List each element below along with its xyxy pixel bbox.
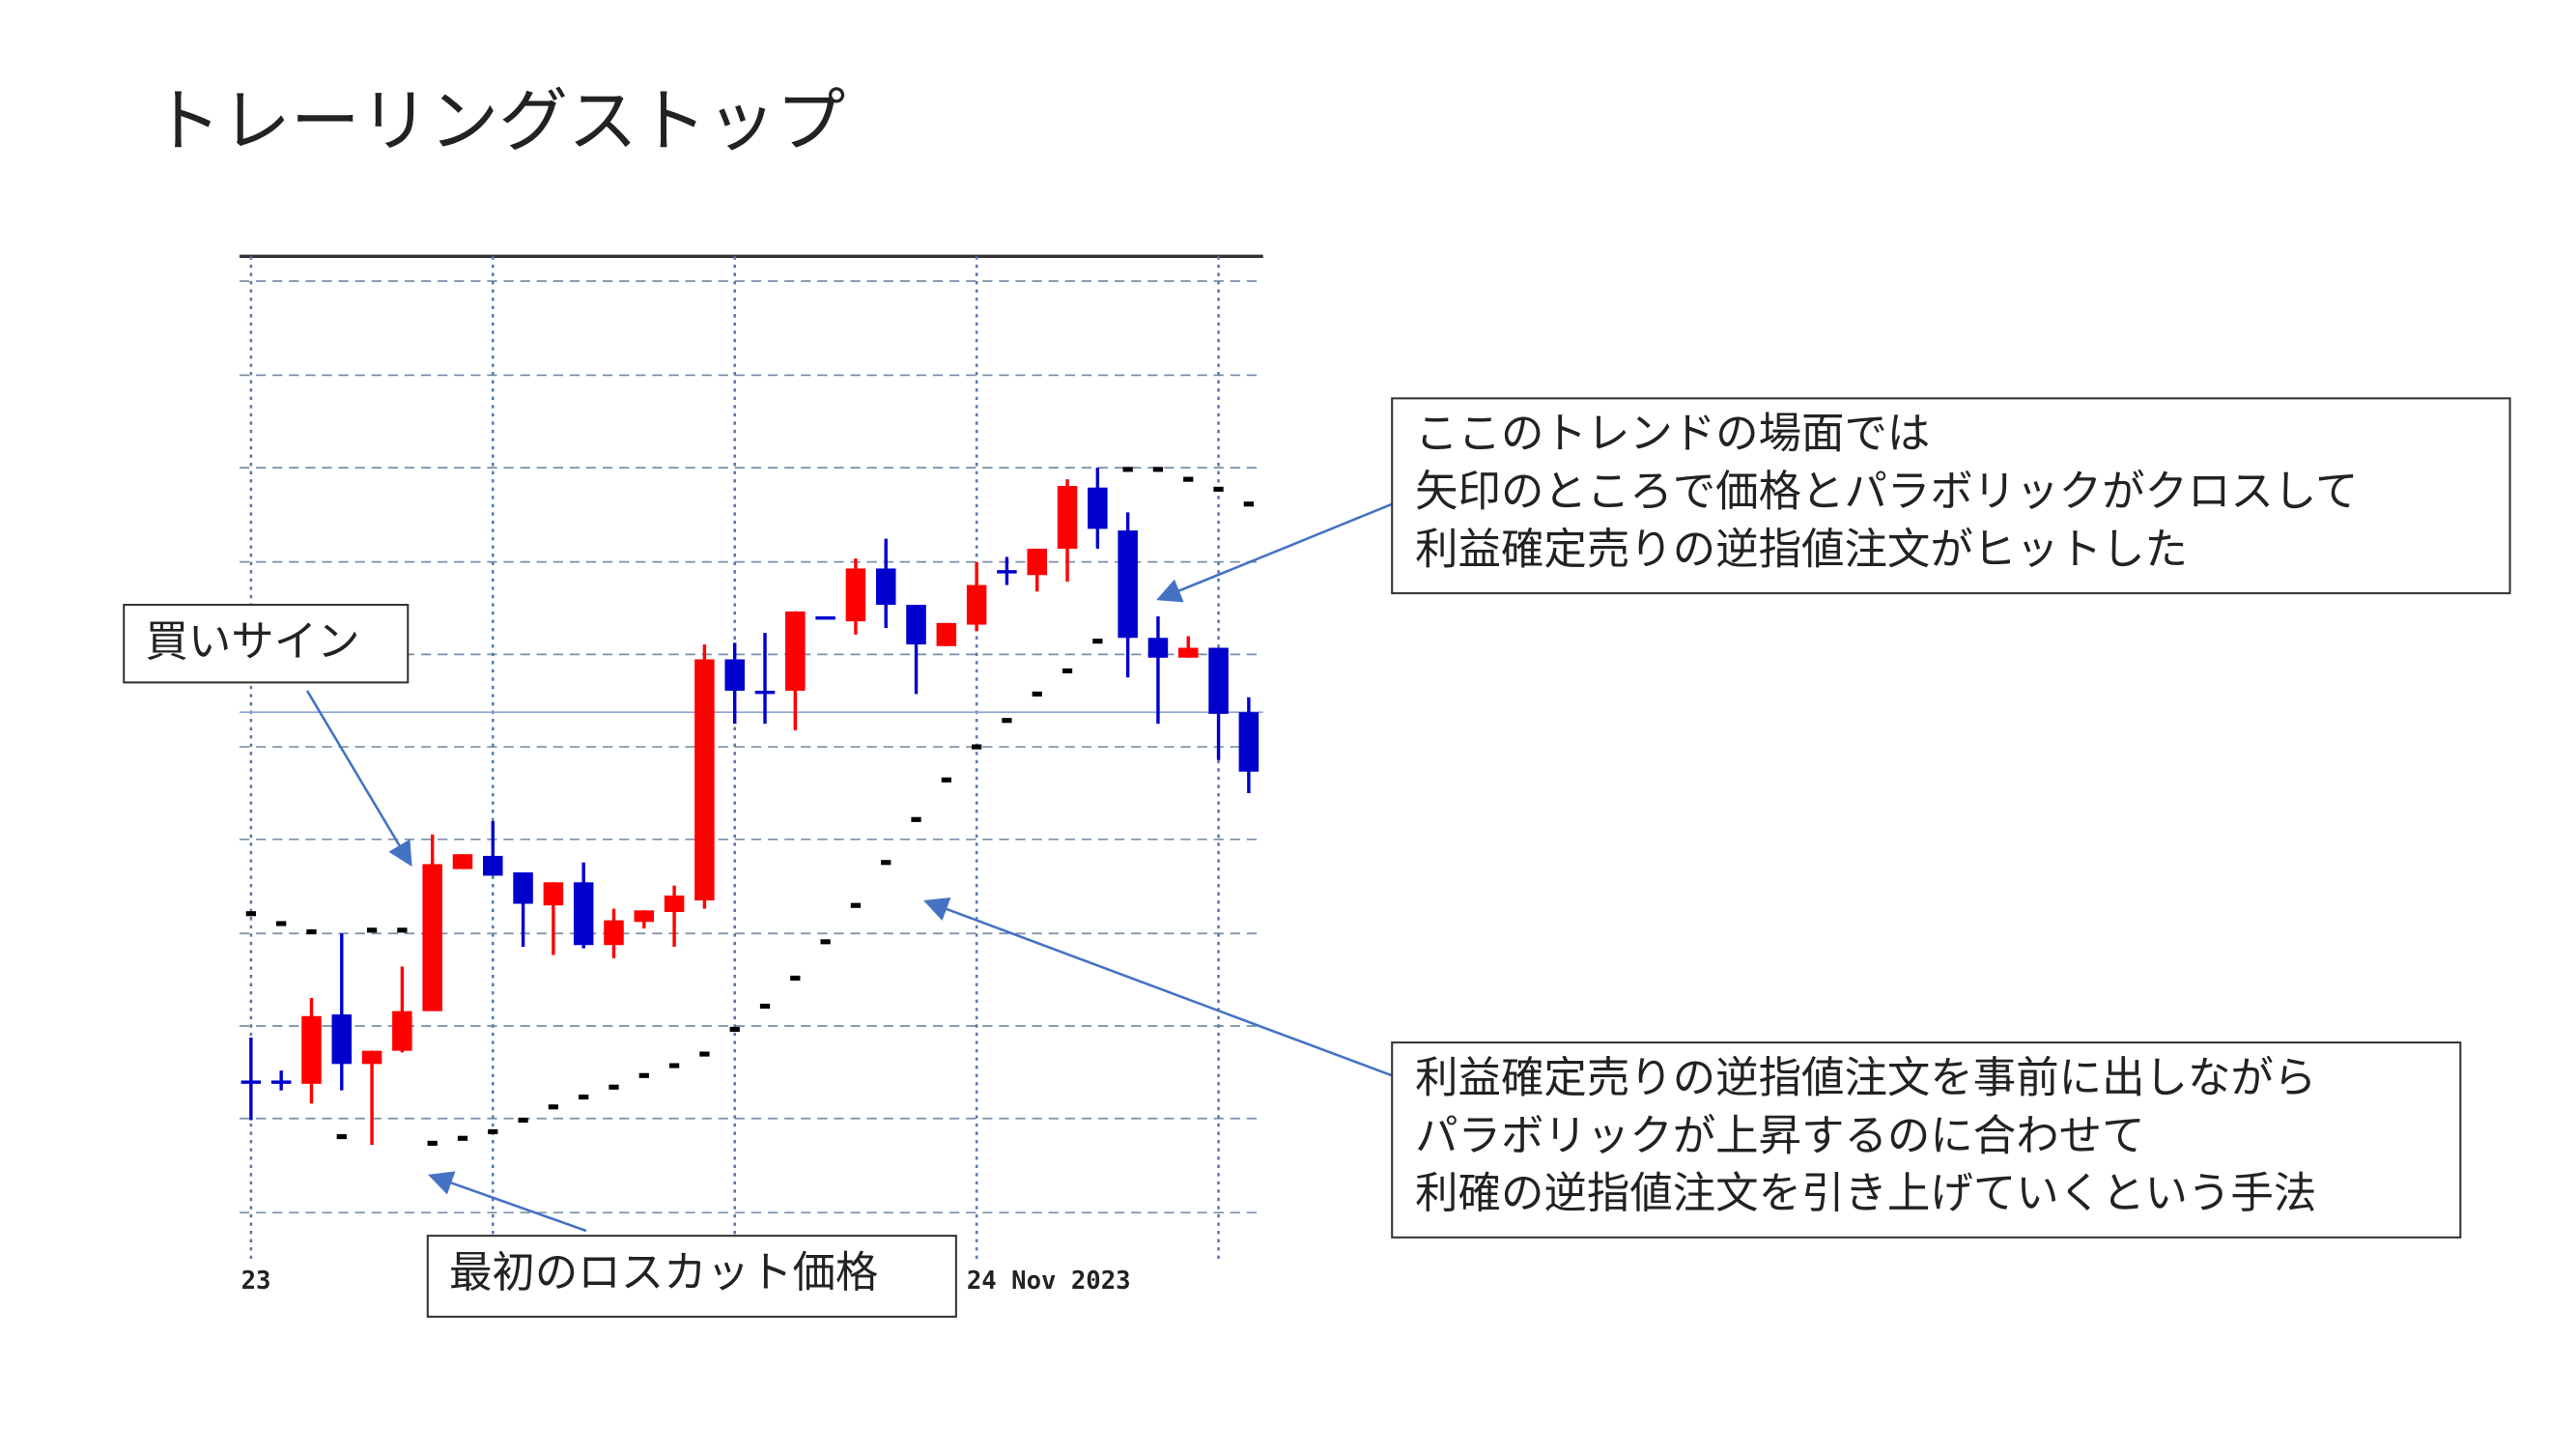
sar-dot [336, 1133, 347, 1140]
sar-dot [1152, 467, 1164, 472]
sar-dot [759, 1003, 771, 1010]
x-tick-label: 23 [241, 1267, 271, 1296]
candle-body [997, 570, 1017, 574]
candle-body [694, 659, 715, 901]
annotation-text: 買いサイン [145, 617, 359, 667]
slide-title: トレーリングストップ [152, 80, 845, 161]
arrow [1156, 502, 1393, 603]
annotation-box [426, 1235, 957, 1318]
annotation-text: 利益確定売りの逆指値注文がヒットした [1415, 525, 2188, 574]
x-tick-label: 24 Nov 2023 [967, 1267, 1131, 1296]
sar-dot [427, 1140, 438, 1146]
sar-dot [518, 1117, 528, 1124]
candle-body [936, 622, 957, 646]
sar-dot [1062, 668, 1073, 674]
annotation-text: 最初のロスカット価格 [449, 1248, 878, 1297]
annotation-text: 利益確定売りの逆指値注文を事前に出しながら [1415, 1053, 2316, 1102]
candle-body [875, 568, 896, 606]
candle-body [1147, 638, 1169, 658]
candle-body [452, 854, 473, 869]
sar-dot [276, 921, 287, 926]
candle-body [604, 920, 624, 946]
candle-body [815, 616, 835, 620]
candle-body [906, 605, 926, 645]
sar-dot [397, 927, 408, 933]
annotation-box [123, 604, 410, 684]
candle-body [241, 1080, 262, 1084]
sar-dot [668, 1063, 680, 1068]
sar-dot [457, 1135, 468, 1141]
candle-body [1088, 487, 1108, 529]
candle-body [724, 659, 745, 691]
sar-dot [941, 777, 951, 783]
candle-body [301, 1015, 322, 1084]
candle-body [1208, 647, 1229, 714]
sar-dot [1032, 691, 1042, 697]
sar-dot [579, 1094, 589, 1100]
sar-dot [820, 939, 831, 945]
candle-body [483, 855, 503, 876]
sar-dot [911, 816, 921, 822]
sar-dot [1213, 486, 1224, 492]
candle-body [361, 1050, 382, 1065]
sar-dot [699, 1051, 710, 1057]
candle-body [634, 910, 655, 923]
sar-dot [1122, 467, 1133, 472]
candle-body [754, 690, 776, 695]
sar-dot [488, 1128, 498, 1134]
candle-body [1238, 712, 1260, 772]
candle-body [392, 1011, 412, 1051]
arrow [428, 1171, 587, 1233]
sar-dot [548, 1104, 559, 1110]
candle-body [1118, 530, 1138, 639]
candle-body [966, 584, 987, 625]
candle-body [422, 864, 442, 1011]
sar-dot [1002, 718, 1012, 724]
candle-body [270, 1080, 292, 1084]
sar-dot [638, 1072, 649, 1078]
arrow [305, 690, 412, 868]
sar-dot [729, 1026, 740, 1032]
sar-dot [245, 911, 256, 917]
chart: 23 24 Nov 2023 [239, 251, 1263, 1296]
annotation-text: 利確の逆指値注文を引き上げていくという手法 [1415, 1169, 2316, 1218]
sar-dot [881, 860, 892, 866]
sar-dot [1183, 476, 1194, 482]
candle-body [1057, 485, 1078, 549]
candle-body [845, 568, 866, 622]
sar-dot [850, 902, 862, 908]
sar-dot [790, 975, 801, 981]
candle-body [1177, 647, 1199, 658]
candle-body [543, 882, 564, 906]
sar-dot [609, 1084, 619, 1090]
annotation-text: 矢印のところで価格とパラボリックがクロスして [1415, 468, 2358, 517]
candle-body [785, 611, 806, 691]
sar-dot [1243, 501, 1254, 507]
annotations: 買いサイン ここのトレンドの場面では矢印のところで価格とパラボリックがクロスして利… [123, 397, 2511, 1318]
arrows [305, 502, 1393, 1233]
annotation-box [1391, 397, 2511, 595]
sar-dot [1092, 639, 1103, 644]
annotation-text: パラボリックが上昇するのに合わせて [1415, 1111, 2144, 1160]
candle-body [513, 872, 533, 904]
annotation-text: ここのトレンドの場面では [1415, 410, 1930, 459]
sar-dot [366, 927, 378, 933]
candle-body [573, 882, 594, 946]
sar-dot [306, 928, 317, 935]
candle-body [331, 1014, 353, 1065]
arrow [922, 897, 1393, 1077]
candle-body [664, 895, 685, 913]
sar-dot [972, 744, 982, 750]
candle-body [1027, 548, 1047, 576]
annotation-box [1391, 1041, 2462, 1239]
plot-area [239, 251, 1263, 1265]
